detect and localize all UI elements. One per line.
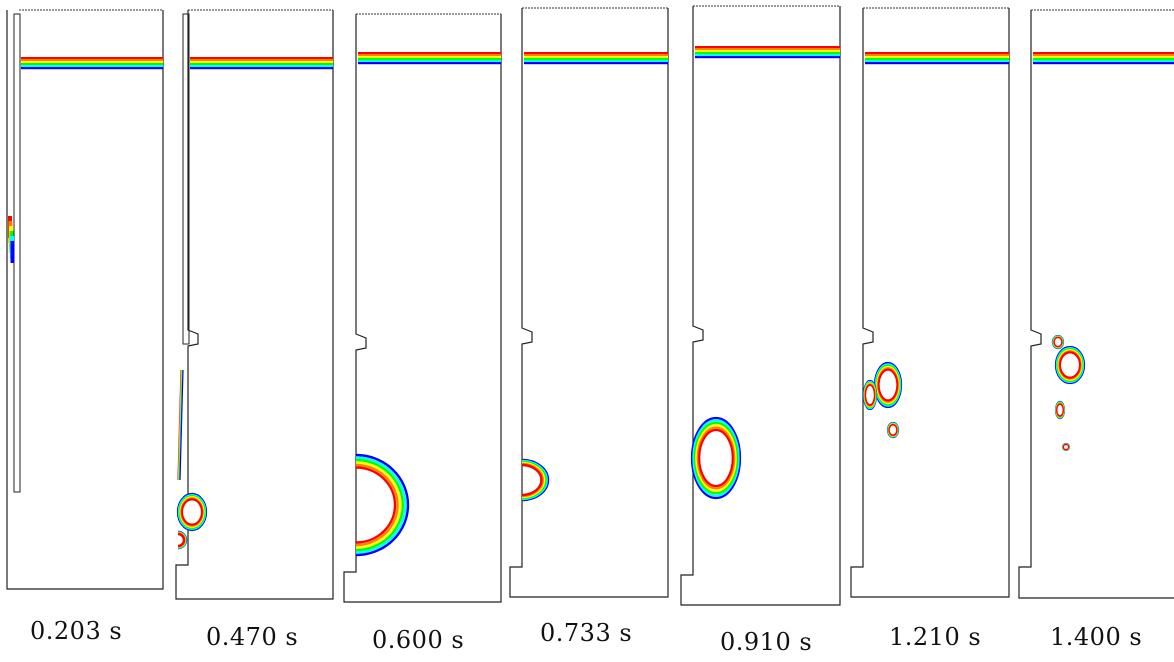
free-surface-contour	[695, 48, 840, 51]
time-label: 0.910 s	[720, 628, 813, 656]
free-surface-contour	[695, 50, 840, 53]
free-surface-contour	[865, 58, 1009, 61]
free-surface-contour	[695, 56, 840, 59]
gas-plume-fragment-core	[1054, 338, 1062, 346]
gas-plume-core	[879, 370, 897, 400]
gas-bubble	[521, 463, 543, 497]
gas-bubble	[355, 456, 407, 554]
time-label: 1.400 s	[1050, 623, 1143, 651]
gas-bubble	[355, 466, 397, 544]
container-outline	[850, 8, 1010, 598]
frame-1	[6, 9, 164, 590]
gas-bubble	[693, 421, 739, 495]
free-surface-contour	[865, 54, 1009, 57]
frame-4	[509, 7, 669, 598]
free-surface-contour	[524, 62, 668, 65]
free-surface-contour	[1033, 56, 1174, 59]
gas-bubble-small	[177, 532, 186, 548]
free-surface-contour	[524, 60, 668, 63]
free-surface-contour	[1033, 62, 1174, 65]
feed-pipe-wall	[13, 13, 21, 493]
gas-droplet	[1062, 443, 1070, 451]
frame-5	[680, 5, 841, 606]
free-surface-contour	[1033, 54, 1174, 57]
gas-bubble	[698, 428, 734, 488]
free-surface-contour	[1033, 52, 1174, 55]
gas-plume	[1059, 351, 1081, 379]
free-surface-contour	[21, 61, 163, 64]
gas-bubble-core	[700, 432, 732, 484]
frame-2	[175, 9, 334, 600]
free-surface-contour	[190, 65, 333, 68]
free-surface-contour	[865, 62, 1009, 65]
frame-6	[850, 7, 1010, 598]
free-surface-contour	[21, 57, 163, 60]
free-surface-contour	[358, 56, 501, 59]
free-surface-contour	[865, 56, 1009, 59]
free-surface-contour	[21, 59, 163, 62]
time-label: 0.733 s	[540, 619, 633, 647]
free-surface-contour	[358, 62, 501, 65]
free-surface-contour	[21, 65, 163, 68]
gas-plume-fragment-core	[866, 386, 874, 404]
free-surface-contour	[190, 59, 333, 62]
feed-pipe-wall	[182, 13, 190, 345]
time-label: 0.203 s	[30, 617, 123, 645]
gas-plume-fragment	[1053, 336, 1063, 348]
free-surface-contour	[358, 58, 501, 61]
gas-plume-fragment	[864, 384, 876, 406]
container-outline	[6, 10, 164, 590]
time-label: 0.470 s	[206, 623, 299, 651]
free-surface-contour	[190, 63, 333, 66]
gas-droplet-core	[1057, 404, 1063, 416]
gas-plume-core	[1061, 353, 1079, 377]
free-surface-contour	[190, 67, 333, 70]
frame-3	[343, 13, 502, 603]
container-outline	[175, 10, 334, 600]
container-outline	[1018, 10, 1174, 599]
free-surface-contour	[865, 60, 1009, 63]
time-label: 1.210 s	[889, 623, 982, 651]
free-surface-contour	[1033, 58, 1174, 61]
free-surface-contour	[358, 52, 501, 55]
gas-bubble	[696, 426, 736, 490]
free-surface-contour	[865, 52, 1009, 55]
inflow-jet	[10, 241, 15, 263]
time-label: 0.600 s	[372, 626, 465, 654]
free-surface-contour	[524, 58, 668, 61]
free-surface-contour	[524, 56, 668, 59]
free-surface-contour	[1033, 60, 1174, 63]
free-surface-contour	[190, 57, 333, 60]
free-surface-contour	[190, 61, 333, 64]
gas-droplet	[1056, 403, 1064, 417]
gas-bubble	[355, 453, 410, 557]
container-outline	[509, 8, 669, 598]
free-surface-contour	[358, 60, 501, 63]
free-surface-contour	[524, 52, 668, 55]
gas-bubble	[692, 419, 740, 497]
free-surface-contour	[21, 67, 163, 70]
gas-bubble	[181, 498, 203, 526]
gas-bubble-core	[183, 500, 201, 524]
container-outline	[343, 14, 502, 603]
frame-7	[1018, 9, 1174, 599]
gas-droplet	[888, 424, 898, 437]
gas-bubble	[355, 463, 399, 547]
free-surface-contour	[358, 54, 501, 57]
free-surface-contour	[21, 63, 163, 66]
gas-bubble	[355, 461, 402, 549]
gas-bubble	[695, 424, 737, 492]
container-outline	[680, 6, 841, 606]
gas-droplet-core	[889, 425, 897, 435]
gas-bubble	[355, 458, 404, 552]
free-surface-contour	[695, 52, 840, 55]
free-surface-contour	[695, 54, 840, 57]
free-surface-contour	[524, 54, 668, 57]
gas-bubble	[690, 416, 742, 500]
free-surface-contour	[695, 46, 840, 49]
gas-droplet-core	[1064, 445, 1068, 449]
gas-plume	[877, 368, 899, 402]
wall-jet	[179, 369, 184, 481]
